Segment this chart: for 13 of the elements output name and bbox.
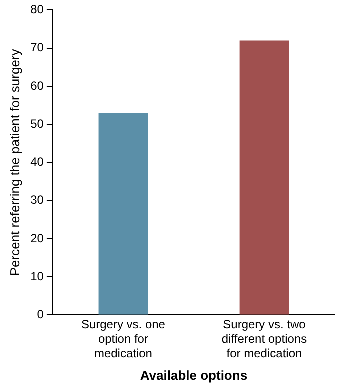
y-tick-label: 50: [30, 116, 44, 131]
y-tick-label: 60: [30, 78, 44, 93]
y-tick-label: 70: [30, 40, 44, 55]
y-tick-label: 10: [30, 269, 44, 284]
x-axis-title: Available options: [140, 368, 248, 383]
y-tick-label: 0: [37, 308, 44, 322]
y-axis-title: Percent referring the patient for surgery: [7, 48, 22, 276]
y-tick-label: 40: [30, 155, 44, 170]
y-tick-label: 30: [30, 193, 44, 208]
y-tick-label: 80: [30, 2, 44, 17]
x-tick-label: Surgery vs. one option for medication: [81, 318, 166, 361]
x-tick-label: Surgery vs. two different options for medication: [222, 318, 308, 361]
y-tick-label: 20: [30, 231, 44, 246]
